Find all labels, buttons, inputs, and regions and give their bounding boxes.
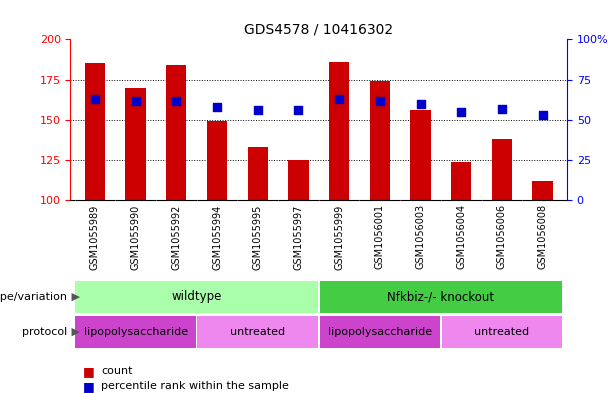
Bar [329,62,349,200]
Text: GSM1055999: GSM1055999 [334,204,344,270]
Text: lipopolysaccharide: lipopolysaccharide [328,327,432,337]
Text: GSM1055994: GSM1055994 [212,204,222,270]
Text: ▶: ▶ [68,292,80,302]
Title: GDS4578 / 10416302: GDS4578 / 10416302 [244,23,394,37]
Bar [207,121,227,200]
Bar [75,281,318,313]
Text: GSM1055992: GSM1055992 [171,204,181,270]
Bar [197,316,318,348]
Point [416,101,425,107]
Text: GSM1056003: GSM1056003 [416,204,425,270]
Bar [492,139,512,200]
Bar [442,316,562,348]
Bar [319,316,440,348]
Text: GSM1055990: GSM1055990 [131,204,140,270]
Text: GSM1056001: GSM1056001 [375,204,385,270]
Bar [85,63,105,200]
Point [456,108,466,115]
Text: genotype/variation: genotype/variation [0,292,67,302]
Text: GSM1056008: GSM1056008 [538,204,547,270]
Text: GSM1055995: GSM1055995 [253,204,263,270]
Point [212,104,222,110]
Point [375,97,385,104]
Bar [248,147,268,200]
Bar [370,81,390,200]
Bar [166,65,186,200]
Text: wildtype: wildtype [172,290,222,303]
Text: GSM1056006: GSM1056006 [497,204,507,270]
Point [131,97,140,104]
Text: GSM1056004: GSM1056004 [456,204,466,270]
Bar [319,281,562,313]
Point [90,96,100,102]
Text: protocol: protocol [22,327,67,337]
Point [497,105,507,112]
Point [294,107,303,113]
Bar [410,110,431,200]
Text: GSM1055989: GSM1055989 [90,204,100,270]
Point [538,112,547,118]
Text: count: count [101,366,132,376]
Text: ▶: ▶ [68,327,80,337]
Text: untreated: untreated [230,327,285,337]
Bar [288,160,308,200]
Bar [451,162,471,200]
Text: percentile rank within the sample: percentile rank within the sample [101,381,289,391]
Text: lipopolysaccharide: lipopolysaccharide [83,327,188,337]
Text: ■: ■ [83,380,94,393]
Bar [75,316,196,348]
Point [172,97,181,104]
Bar [126,88,146,200]
Bar [533,181,553,200]
Text: untreated: untreated [474,327,530,337]
Point [253,107,262,113]
Point [334,96,344,102]
Text: GSM1055997: GSM1055997 [294,204,303,270]
Text: ■: ■ [83,365,94,378]
Text: Nfkbiz-/- knockout: Nfkbiz-/- knockout [387,290,495,303]
